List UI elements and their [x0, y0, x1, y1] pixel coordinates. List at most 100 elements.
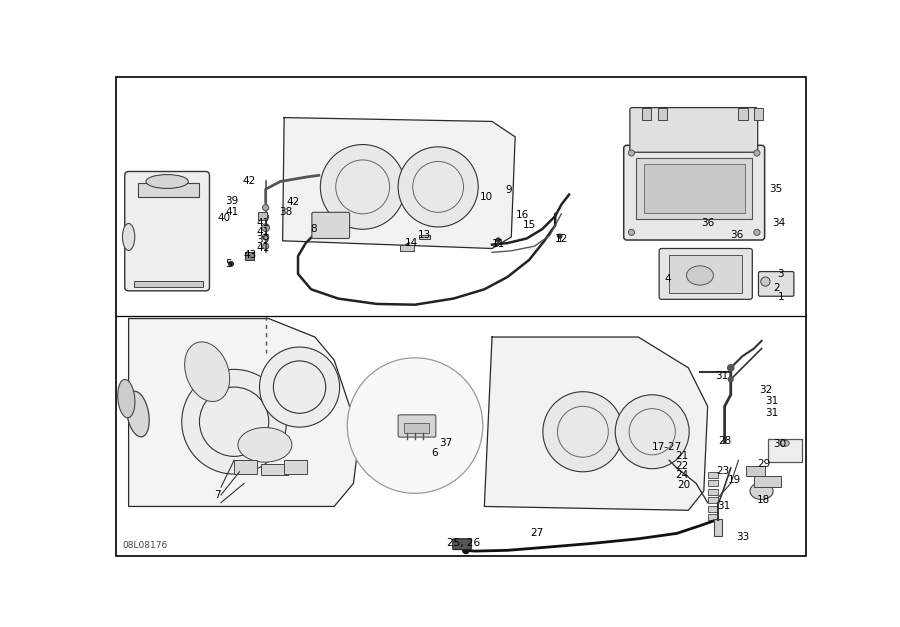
Bar	[658, 108, 667, 120]
Bar	[746, 466, 765, 476]
Ellipse shape	[127, 391, 149, 437]
Text: 41: 41	[256, 243, 269, 253]
Text: 8: 8	[310, 224, 317, 234]
Circle shape	[462, 547, 470, 554]
Circle shape	[543, 392, 623, 472]
Circle shape	[496, 238, 501, 243]
Text: 41: 41	[256, 226, 269, 236]
Text: 19: 19	[728, 475, 742, 485]
Ellipse shape	[238, 428, 292, 462]
Ellipse shape	[184, 342, 230, 401]
Polygon shape	[283, 118, 515, 248]
Bar	[404, 423, 429, 433]
Text: 18: 18	[757, 495, 770, 505]
Ellipse shape	[687, 266, 714, 285]
Text: 9: 9	[506, 185, 512, 195]
Circle shape	[754, 229, 760, 235]
Bar	[644, 164, 744, 213]
Bar	[754, 476, 781, 487]
Ellipse shape	[750, 483, 773, 500]
Bar	[707, 480, 718, 487]
Circle shape	[200, 387, 269, 456]
Bar	[418, 234, 429, 240]
Circle shape	[228, 261, 234, 267]
Text: 7: 7	[214, 490, 220, 500]
Bar	[754, 108, 763, 120]
Text: 30: 30	[773, 439, 787, 449]
Ellipse shape	[122, 223, 135, 250]
Text: 29: 29	[757, 459, 770, 469]
Text: 27: 27	[530, 527, 544, 537]
Text: 2: 2	[774, 283, 780, 293]
FancyBboxPatch shape	[312, 213, 349, 238]
Text: 41: 41	[256, 218, 269, 228]
FancyBboxPatch shape	[398, 415, 436, 437]
Bar	[707, 514, 718, 520]
Circle shape	[263, 204, 269, 211]
Circle shape	[182, 369, 286, 474]
Text: 6: 6	[431, 448, 437, 458]
Bar	[707, 497, 718, 503]
Circle shape	[728, 376, 733, 382]
Bar	[707, 488, 718, 495]
Ellipse shape	[118, 379, 135, 418]
Text: 37: 37	[439, 438, 453, 448]
Text: 31: 31	[765, 396, 778, 406]
Bar	[138, 183, 200, 197]
Circle shape	[557, 233, 562, 239]
FancyBboxPatch shape	[659, 248, 752, 299]
Bar	[245, 252, 254, 260]
Text: 32: 32	[759, 385, 772, 395]
Text: 4: 4	[664, 273, 670, 283]
Text: 23: 23	[716, 466, 730, 476]
Text: 36: 36	[701, 218, 715, 228]
Text: 15: 15	[522, 219, 536, 229]
Bar	[707, 505, 718, 512]
Text: 35: 35	[769, 184, 782, 194]
Text: 31: 31	[717, 502, 731, 512]
Text: 42: 42	[287, 198, 300, 208]
Text: 12: 12	[554, 234, 568, 245]
Text: 43: 43	[244, 250, 256, 260]
Circle shape	[398, 147, 478, 227]
Text: 13: 13	[418, 229, 431, 240]
Bar	[284, 460, 307, 474]
Bar	[738, 108, 748, 120]
Bar	[643, 108, 652, 120]
Text: 31: 31	[765, 408, 778, 418]
Circle shape	[262, 224, 269, 231]
Bar	[669, 255, 742, 293]
Text: 21: 21	[676, 451, 688, 461]
FancyBboxPatch shape	[630, 108, 758, 152]
Text: 10: 10	[480, 192, 492, 202]
Text: 22: 22	[676, 461, 688, 471]
Bar	[636, 157, 752, 219]
Text: 42: 42	[243, 176, 256, 186]
Text: 16: 16	[517, 211, 529, 220]
Polygon shape	[129, 319, 357, 507]
Circle shape	[259, 347, 339, 427]
Circle shape	[347, 358, 482, 493]
Text: 11: 11	[491, 239, 505, 249]
Bar	[768, 439, 802, 461]
Bar	[234, 460, 257, 474]
Text: 39: 39	[256, 235, 269, 245]
Text: 3: 3	[778, 269, 784, 279]
Text: 20: 20	[677, 480, 690, 490]
Text: 34: 34	[772, 218, 785, 228]
Circle shape	[320, 145, 405, 229]
Text: 1: 1	[778, 292, 784, 302]
Text: 40: 40	[218, 213, 230, 223]
FancyBboxPatch shape	[759, 271, 794, 296]
Text: 38: 38	[279, 206, 292, 216]
FancyBboxPatch shape	[125, 172, 210, 291]
Text: 5: 5	[225, 259, 232, 269]
Bar	[258, 213, 267, 220]
Ellipse shape	[146, 174, 188, 189]
Text: 17-27: 17-27	[652, 442, 682, 452]
Bar	[714, 519, 722, 535]
Text: 25, 26: 25, 26	[447, 539, 480, 549]
Circle shape	[616, 395, 689, 469]
Text: 31: 31	[715, 371, 728, 381]
Text: 41: 41	[225, 208, 238, 218]
